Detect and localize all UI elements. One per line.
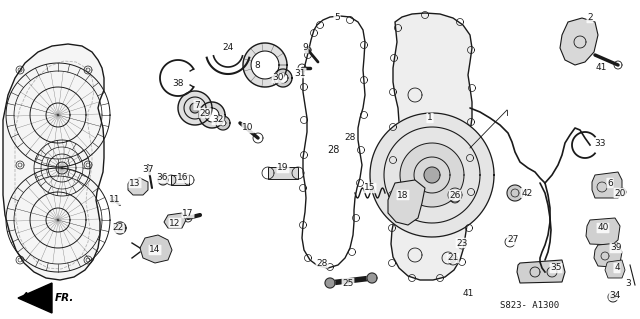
Text: S823- A1300: S823- A1300 [500,300,559,309]
Polygon shape [190,103,200,113]
Polygon shape [367,273,377,283]
Text: 9: 9 [302,43,308,53]
Text: 3: 3 [625,278,631,287]
Text: 6: 6 [607,179,613,188]
Text: 37: 37 [142,166,154,174]
Text: 10: 10 [243,123,253,132]
Text: 28: 28 [344,133,356,143]
Text: 28: 28 [316,258,328,268]
Polygon shape [128,178,148,195]
Polygon shape [325,278,335,288]
Polygon shape [216,116,230,130]
Text: 5: 5 [334,13,340,23]
Text: 23: 23 [456,239,468,248]
Polygon shape [517,260,565,283]
Text: 13: 13 [129,179,141,188]
Polygon shape [305,47,311,53]
Polygon shape [205,108,219,122]
Polygon shape [268,167,298,179]
Polygon shape [114,222,126,234]
Text: 26: 26 [449,190,461,199]
Polygon shape [199,102,225,128]
Polygon shape [611,294,616,300]
Text: 15: 15 [364,183,376,192]
Polygon shape [451,257,456,263]
Polygon shape [605,260,625,278]
Text: 34: 34 [609,291,621,300]
Text: 19: 19 [277,164,289,173]
Polygon shape [158,175,168,185]
Polygon shape [278,73,288,83]
Text: FR.: FR. [55,293,74,303]
Text: 35: 35 [550,263,562,272]
Text: 39: 39 [611,243,621,253]
Text: 14: 14 [149,246,161,255]
Polygon shape [424,167,440,183]
Text: 7: 7 [194,100,200,109]
Polygon shape [560,18,598,65]
Text: 29: 29 [199,108,211,117]
Text: 12: 12 [170,219,180,227]
Text: 11: 11 [109,196,121,204]
Polygon shape [251,51,279,79]
Text: 17: 17 [182,209,194,218]
Polygon shape [274,69,292,87]
Text: 21: 21 [447,254,459,263]
Polygon shape [388,180,425,225]
Text: 41: 41 [595,63,607,72]
Text: 1: 1 [427,114,433,122]
Text: 36: 36 [156,174,168,182]
Text: 8: 8 [254,61,260,70]
Text: 27: 27 [508,235,518,244]
Polygon shape [507,185,523,201]
Text: 42: 42 [522,189,532,197]
Polygon shape [586,218,620,245]
Polygon shape [220,120,226,126]
Polygon shape [171,175,189,185]
Text: 25: 25 [342,278,354,287]
Text: 32: 32 [212,115,224,124]
Text: 22: 22 [113,224,124,233]
Text: 24: 24 [222,43,234,53]
Polygon shape [243,43,287,87]
Text: 4: 4 [614,263,620,272]
Polygon shape [400,143,464,207]
Polygon shape [178,91,212,125]
Text: 30: 30 [272,73,284,83]
Polygon shape [3,44,104,280]
Text: 33: 33 [595,138,605,147]
Text: 31: 31 [294,69,306,78]
Text: 38: 38 [172,78,184,87]
Polygon shape [594,243,622,267]
Text: 16: 16 [177,174,189,182]
Text: 41: 41 [462,288,474,298]
Text: 18: 18 [397,190,409,199]
Text: 40: 40 [597,224,609,233]
Text: 2: 2 [587,13,593,23]
Polygon shape [164,213,186,228]
Text: 20: 20 [614,189,626,197]
Polygon shape [140,235,172,263]
Polygon shape [592,172,622,198]
Polygon shape [391,13,472,280]
Polygon shape [370,113,494,237]
Polygon shape [18,283,52,313]
Text: 28: 28 [327,145,339,155]
